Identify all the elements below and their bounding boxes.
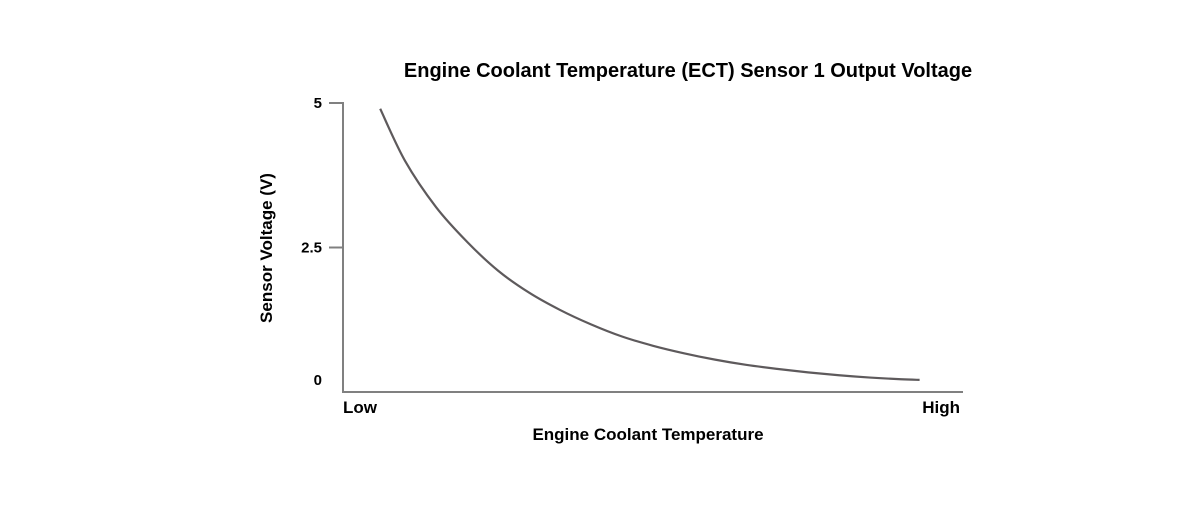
series-layer: [379, 108, 920, 381]
x-ticks: Low High: [343, 398, 960, 417]
y-ticks: 52.50: [301, 95, 343, 389]
voltage-curve: [379, 108, 920, 381]
y-tick-label: 0: [314, 372, 322, 389]
axes: [342, 102, 963, 393]
y-axis-title: Sensor Voltage (V): [257, 173, 276, 323]
y-tick-label: 5: [314, 95, 322, 112]
chart-title: Engine Coolant Temperature (ECT) Sensor …: [404, 60, 972, 82]
x-tick-label: High: [922, 398, 960, 417]
y-tick-label: 2.5: [301, 240, 322, 257]
x-axis-title: Engine Coolant Temperature: [532, 425, 763, 444]
x-tick-label: Low: [343, 398, 378, 417]
